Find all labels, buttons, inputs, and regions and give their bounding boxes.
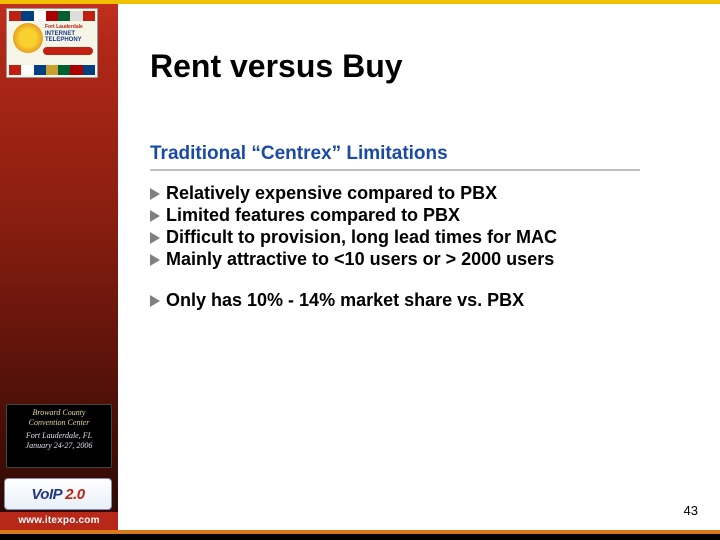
slide-title: Rent versus Buy <box>150 48 690 85</box>
logo-text: Fort Lauderdale INTERNET TELEPHONY <box>45 25 93 44</box>
voip-text: VoIP 2.0 <box>31 486 84 503</box>
event-info-box: Broward County Convention Center Fort La… <box>6 404 112 468</box>
url-bar: www.itexpo.com <box>0 512 118 530</box>
subtitle-underline <box>150 169 640 171</box>
venue-line1: Broward County <box>9 408 109 418</box>
slide-content: Rent versus Buy Traditional “Centrex” Li… <box>150 48 690 331</box>
venue-line2: Convention Center <box>9 418 109 428</box>
bullet-text: Limited features compared to PBX <box>166 205 460 226</box>
date-line: January 24-27, 2006 <box>9 441 109 451</box>
sun-icon <box>13 23 43 53</box>
logo-line3: TELEPHONY <box>45 37 93 44</box>
bullet-item: Only has 10% - 14% market share vs. PBX <box>150 290 690 311</box>
logo-flags-top <box>9 11 95 21</box>
bullet-text: Only has 10% - 14% market share vs. PBX <box>166 290 524 311</box>
conference-logo: Fort Lauderdale INTERNET TELEPHONY <box>6 8 98 78</box>
bullet-text: Relatively expensive compared to PBX <box>166 183 497 204</box>
bullet-group-2: Only has 10% - 14% market share vs. PBX <box>150 290 690 311</box>
arrow-icon <box>150 232 160 244</box>
voip-version: 2.0 <box>62 486 85 503</box>
arrow-icon <box>150 254 160 266</box>
logo-red-bar <box>43 47 93 55</box>
voip-main: VoIP <box>31 486 61 503</box>
logo-line2: INTERNET <box>45 31 93 38</box>
voip-badge: VoIP 2.0 <box>4 478 112 510</box>
bullet-group-1: Relatively expensive compared to PBX Lim… <box>150 183 690 270</box>
bullet-text: Mainly attractive to <10 users or > 2000… <box>166 249 554 270</box>
sidebar: Fort Lauderdale INTERNET TELEPHONY Browa… <box>0 4 118 530</box>
location-line: Fort Lauderdale, FL <box>9 431 109 441</box>
slide-subtitle: Traditional “Centrex” Limitations <box>150 143 690 165</box>
bullet-item: Mainly attractive to <10 users or > 2000… <box>150 249 690 270</box>
bullet-item: Limited features compared to PBX <box>150 205 690 226</box>
bullet-text: Difficult to provision, long lead times … <box>166 227 557 248</box>
logo-flags-bottom <box>9 65 95 75</box>
bullet-item: Difficult to provision, long lead times … <box>150 227 690 248</box>
arrow-icon <box>150 188 160 200</box>
bottom-border-black <box>0 534 720 540</box>
page-number: 43 <box>684 503 698 518</box>
arrow-icon <box>150 210 160 222</box>
bullet-item: Relatively expensive compared to PBX <box>150 183 690 204</box>
arrow-icon <box>150 295 160 307</box>
